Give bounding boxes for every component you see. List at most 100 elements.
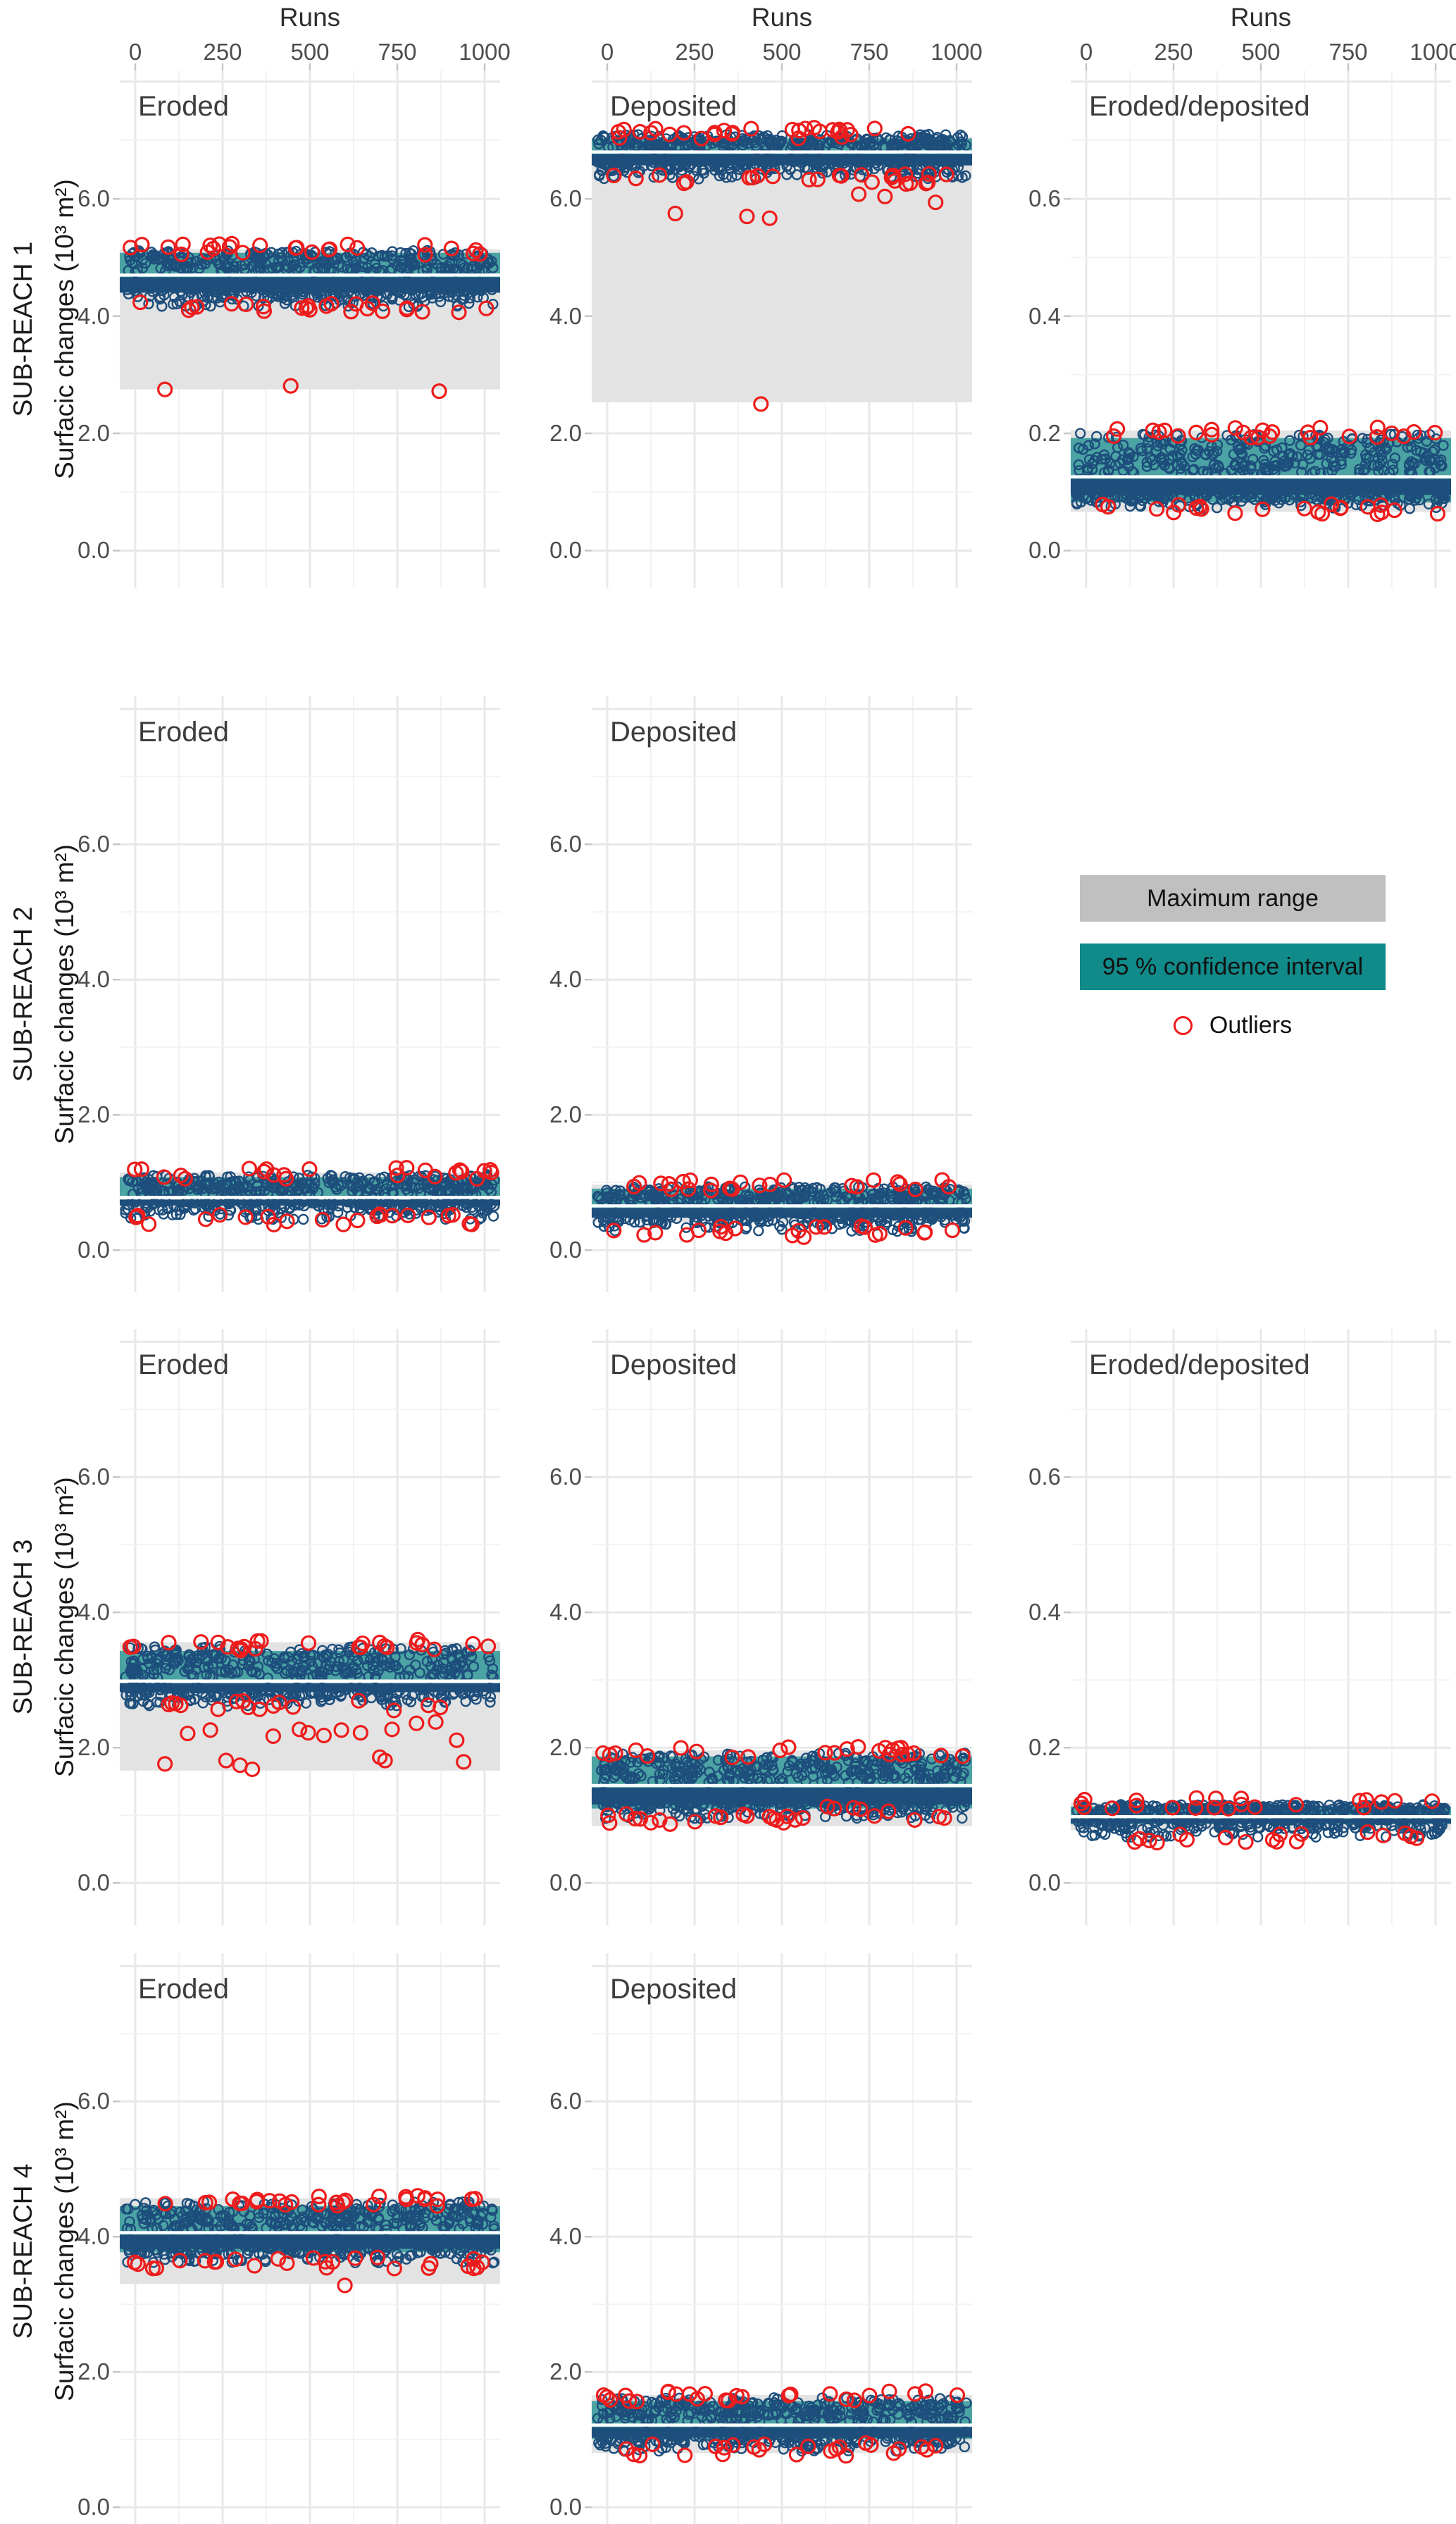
y-tick-label: 4.0 <box>549 966 582 993</box>
y-tick-label: 4.0 <box>77 2223 110 2250</box>
gridlines <box>120 696 500 1292</box>
y-tick-label: 2.0 <box>77 1101 110 1128</box>
y-tick-label: 2.0 <box>77 420 110 446</box>
top-axis-title-col1: Runs <box>279 3 341 32</box>
legend-outliers-item: Outliers <box>1080 1012 1386 1039</box>
legend-ci-swatch: 95 % confidence interval <box>1080 944 1386 990</box>
median-line <box>592 1783 972 1788</box>
y-tick-label: 0.0 <box>549 1237 582 1263</box>
y-tick-label: 6.0 <box>77 2088 110 2115</box>
dense-core <box>1071 478 1451 495</box>
y-tick-label: 6.0 <box>549 185 582 212</box>
y-tick-label: 6.0 <box>549 1464 582 1490</box>
dense-core <box>120 1683 500 1693</box>
y-tick-label: 2.0 <box>549 1734 582 1761</box>
y-tick-label: 0.4 <box>1028 302 1061 329</box>
panel-sub-reach-1-deposited: Deposited <box>592 70 972 588</box>
y-tick-label: 2.0 <box>77 2358 110 2385</box>
panel-title: Deposited <box>610 1974 737 2005</box>
y-tick-label: 2.0 <box>549 2358 582 2385</box>
dense-core <box>120 2234 500 2249</box>
panel-title: Eroded/deposited <box>1089 1349 1310 1380</box>
outlier-points <box>127 1160 499 1232</box>
y-tick-label: 6.0 <box>77 185 110 212</box>
y-tick-label: 0.0 <box>77 1237 110 1263</box>
y-tick-label: 2.0 <box>549 1101 582 1128</box>
outlier-points <box>606 1172 961 1245</box>
strip-subreach-2: SUB-REACH 2 <box>8 906 37 1082</box>
y-axis-label-row1: Surfacic changes (10³ m²) <box>50 179 79 479</box>
gridlines <box>1071 70 1451 588</box>
median-line <box>1071 1814 1451 1819</box>
x-tick-label: 250 <box>675 39 714 65</box>
panel-title: Deposited <box>610 1349 737 1380</box>
median-line <box>1071 475 1451 478</box>
top-axis-title-col2: Runs <box>751 3 813 32</box>
outlier-circle-icon <box>1173 1016 1193 1035</box>
panel-sub-reach-2-deposited: Deposited <box>592 696 972 1292</box>
median-line <box>120 1196 500 1199</box>
strip-subreach-3: SUB-REACH 3 <box>8 1539 37 1715</box>
panel-title: Eroded <box>138 1974 229 2005</box>
panel-title: Eroded/deposited <box>1089 91 1310 122</box>
y-tick-label: 6.0 <box>549 2088 582 2115</box>
strip-subreach-1: SUB-REACH 1 <box>8 241 37 417</box>
median-line <box>120 1679 500 1683</box>
top-axis-title-col3: Runs <box>1230 3 1292 32</box>
y-tick-label: 0.0 <box>77 537 110 564</box>
x-tick-label: 1000 <box>459 39 511 65</box>
legend-outliers-label: Outliers <box>1209 1012 1293 1039</box>
gridlines <box>592 696 972 1292</box>
panel-sub-reach-4-eroded: Eroded <box>120 1953 500 2524</box>
y-tick-label: 0.4 <box>1028 1599 1061 1626</box>
dense-core <box>592 2427 972 2438</box>
y-tick-label: 0.0 <box>549 2494 582 2520</box>
panel-sub-reach-1-eroded: Eroded <box>120 70 500 588</box>
gridlines <box>592 1953 972 2524</box>
strip-subreach-4: SUB-REACH 4 <box>8 2163 37 2339</box>
y-axis-label-row3: Surfacic changes (10³ m²) <box>50 1477 79 1777</box>
panel-title: Eroded <box>138 1349 229 1380</box>
y-axis-label-row2: Surfacic changes (10³ m²) <box>50 844 79 1144</box>
x-tick-label: 500 <box>762 39 802 65</box>
y-tick-label: 0.2 <box>1028 1734 1061 1761</box>
x-tick-label: 1000 <box>1410 39 1456 65</box>
y-tick-label: 0.6 <box>1028 1464 1061 1490</box>
y-tick-label: 0.0 <box>77 2494 110 2520</box>
y-tick-label: 6.0 <box>549 831 582 858</box>
x-tick-label: 0 <box>600 39 614 65</box>
legend-max-range-swatch: Maximum range <box>1080 875 1386 922</box>
y-tick-label: 4.0 <box>549 1599 582 1626</box>
dense-core <box>592 154 972 166</box>
panel-sub-reach-3-deposited: Deposited <box>592 1329 972 1925</box>
x-tick-label: 250 <box>1154 39 1193 65</box>
median-line <box>592 150 972 154</box>
x-tick-label: 750 <box>850 39 889 65</box>
y-tick-label: 4.0 <box>549 2223 582 2250</box>
gridlines <box>592 1329 972 1925</box>
y-tick-label: 0.0 <box>77 1869 110 1896</box>
panel-title: Deposited <box>610 717 737 748</box>
panel-sub-reach-3-eroded: Eroded <box>120 1329 500 1925</box>
panel-title: Eroded <box>138 717 229 748</box>
y-tick-label: 4.0 <box>549 302 582 329</box>
y-tick-label: 6.0 <box>77 831 110 858</box>
x-tick-label: 750 <box>1329 39 1368 65</box>
legend-ci-label: 95 % confidence interval <box>1102 953 1364 980</box>
outlier-points <box>1095 419 1446 523</box>
outlier-points <box>123 235 494 400</box>
legend: Maximum range 95 % confidence interval O… <box>1080 875 1386 1039</box>
panel-sub-reach-1-eroded-deposited: Eroded/deposited <box>1071 70 1451 588</box>
legend-max-range-label: Maximum range <box>1147 884 1319 912</box>
median-line <box>592 2423 972 2427</box>
gridlines <box>1071 1329 1451 1925</box>
y-tick-label: 4.0 <box>77 1599 110 1626</box>
y-tick-label: 0.0 <box>1028 1869 1061 1896</box>
dense-core <box>1071 1819 1451 1824</box>
panel-sub-reach-3-eroded-deposited: Eroded/deposited <box>1071 1329 1451 1925</box>
dense-core <box>592 1788 972 1805</box>
x-tick-label: 0 <box>128 39 142 65</box>
y-axis-label-row4: Surfacic changes (10³ m²) <box>50 2101 79 2401</box>
y-tick-label: 0.0 <box>549 537 582 564</box>
